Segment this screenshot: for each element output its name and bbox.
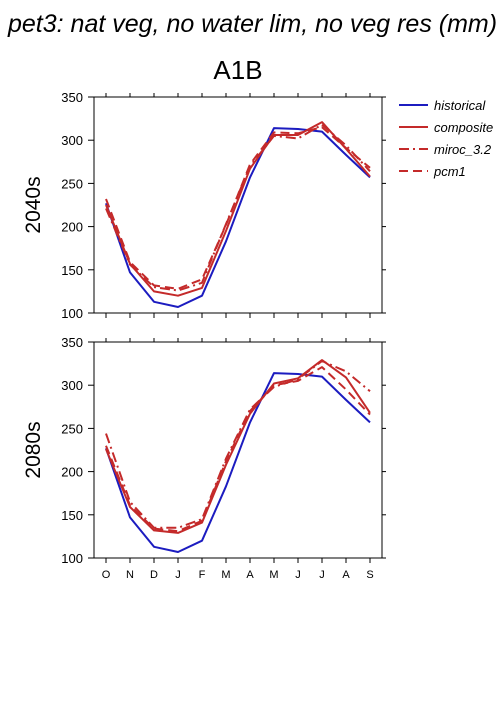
x-tick-label: S [366,569,373,581]
x-tick-label: M [269,569,278,581]
y-tick-label: 300 [61,378,83,393]
series-line-historical [105,372,371,553]
chart-title: pet3: nat veg, no water lim, no veg res … [7,10,497,38]
legend: historical composite miroc_3.2 pcm1 [399,98,493,179]
y-tick-label: 200 [61,465,83,480]
series-line-pcm1 [105,366,371,533]
series-line-historical [105,127,371,308]
panel-2040s: 100 150 200 250 300 350 2040s [22,90,386,321]
y-tick-label: 250 [61,421,83,436]
panel-label: 2040s [22,176,45,233]
y-tick-label: 100 [61,551,83,566]
x-tick-label: O [102,569,111,581]
panel-2080s: 100 150 200 250 300 350 O N D J F M A M J J A S 2080s [22,335,386,581]
series-line-miroc_3.2 [105,123,371,292]
scenario-label: A1B [213,55,262,85]
legend-label-miroc_3.2: miroc_3.2 [434,142,492,157]
panels: 100 150 200 250 300 350 2040s 100 150 200 250 300 35… [22,90,386,581]
legend-label-pcm1: pcm1 [433,164,466,179]
x-tick-label: F [199,569,206,581]
y-tick-label: 350 [61,335,83,350]
y-tick-label: 350 [61,90,83,105]
x-tick-label: M [221,569,230,581]
y-tick-label: 150 [61,508,83,523]
x-tick-label: J [295,569,301,581]
x-tick-label: J [319,569,325,581]
y-tick-label: 200 [61,220,83,235]
x-tick-label: N [126,569,134,581]
legend-label-composite: composite [434,120,493,135]
y-tick-label: 150 [61,263,83,278]
series-line-pcm1 [105,126,371,290]
series-line-composite [105,121,371,297]
x-tick-label: J [175,569,181,581]
plot-frame [93,96,383,314]
x-tick-label: D [150,569,158,581]
x-tick-label: A [342,569,350,581]
x-tick-label: A [246,569,254,581]
y-tick-label: 300 [61,133,83,148]
legend-label-historical: historical [434,98,486,113]
plot-frame [93,341,383,559]
y-tick-label: 250 [61,176,83,191]
y-tick-label: 100 [61,306,83,321]
panel-label: 2080s [22,421,45,478]
